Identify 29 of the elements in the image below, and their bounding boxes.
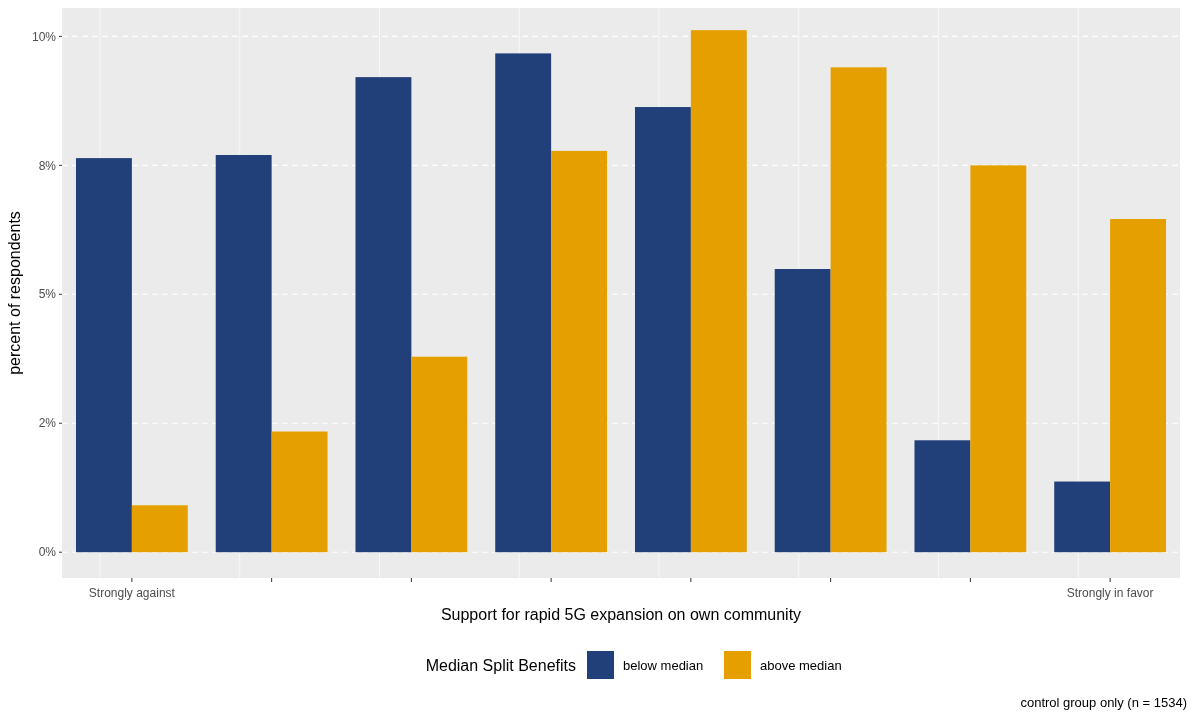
bar — [355, 77, 412, 553]
bar — [271, 431, 328, 553]
bar — [830, 67, 887, 553]
y-tick-label: 2% — [38, 416, 57, 431]
bar — [1054, 481, 1111, 553]
x-tick-label: Strongly against — [88, 586, 176, 600]
bar — [551, 150, 608, 553]
y-tick-label: 10% — [31, 29, 57, 44]
text: control group only (n = 1534) — [1020, 695, 1187, 710]
legend-title: Median Split Benefits — [425, 657, 576, 674]
y-axis-title: percent of respondents — [6, 211, 23, 375]
bar — [411, 356, 468, 553]
x-axis-title: Support for rapid 5G expansion on own community — [440, 606, 802, 623]
bar — [634, 107, 691, 553]
bar — [75, 158, 132, 553]
bar — [690, 30, 747, 553]
bar — [774, 269, 831, 553]
bar — [914, 440, 971, 553]
bar — [495, 53, 552, 553]
x-tick-label: Strongly in favor — [1066, 586, 1154, 600]
legend-label: above median — [760, 658, 842, 673]
y-tick-label: 8% — [38, 158, 57, 173]
y-tick-label: 5% — [38, 287, 57, 302]
bar — [215, 155, 272, 553]
bar — [1110, 218, 1167, 553]
bar — [970, 165, 1027, 553]
bar — [131, 505, 188, 553]
y-tick-label: 0% — [38, 545, 57, 560]
legend-label: below median — [623, 658, 704, 673]
